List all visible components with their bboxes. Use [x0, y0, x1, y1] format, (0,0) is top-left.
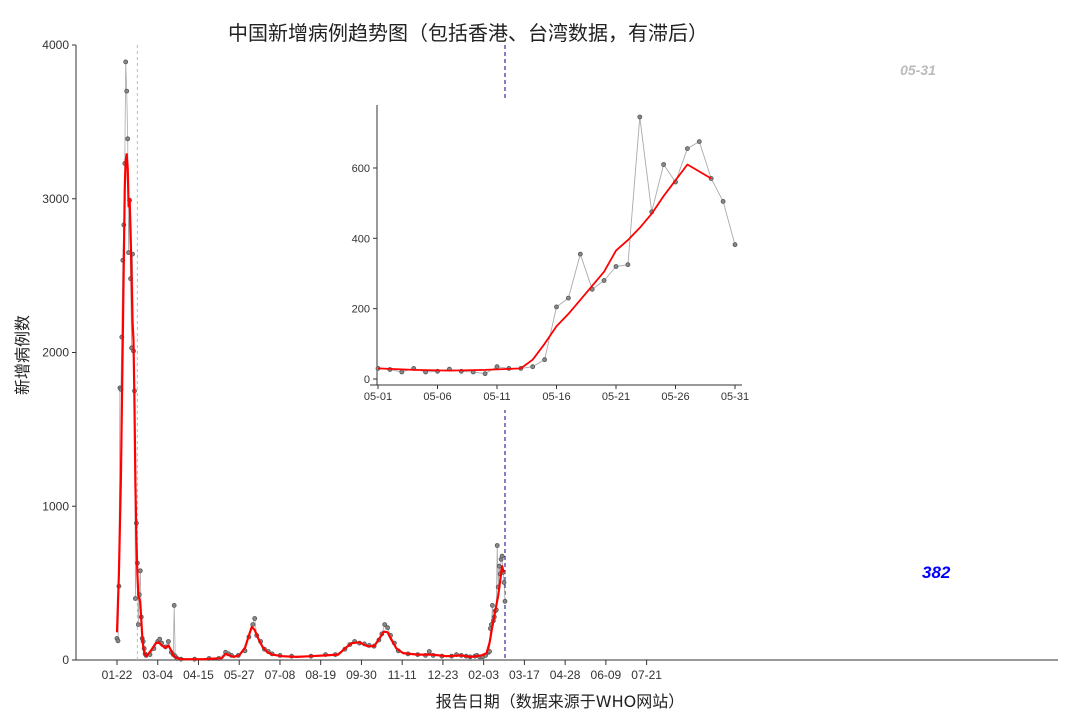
y-axis-label: 新增病例数	[13, 315, 32, 395]
data-point	[489, 603, 495, 608]
data-point	[252, 616, 258, 621]
x-tick-label: 09-30	[346, 668, 377, 682]
data-point	[123, 59, 129, 65]
inset-data-point	[637, 114, 643, 120]
data-point	[426, 649, 432, 654]
inset-data-point	[566, 295, 571, 301]
x-tick-label: 06-09	[591, 668, 622, 682]
inset-data-point	[554, 304, 559, 310]
x-tick-label: 02-03	[468, 668, 499, 682]
inset-data-point	[732, 242, 738, 248]
x-axis-label: 报告日期（数据来源于WHO网站）	[436, 692, 684, 711]
data-point	[502, 598, 508, 604]
x-tick-label: 07-21	[631, 668, 662, 682]
inset-x-tick-label: 05-21	[602, 391, 630, 403]
inset-x-tick-label: 05-26	[661, 391, 689, 403]
data-point	[171, 603, 177, 608]
inset-data-point	[625, 262, 631, 268]
data-point	[501, 580, 507, 585]
data-point	[125, 136, 131, 142]
inset-y-tick-label: 400	[352, 233, 370, 245]
y-tick-label: 2000	[42, 346, 69, 360]
inset-smooth-series	[377, 163, 712, 372]
x-tick-label: 12-23	[428, 668, 459, 682]
x-tick-label: 04-15	[183, 668, 214, 682]
inset-data-point	[685, 146, 690, 152]
data-point	[499, 553, 505, 559]
x-tick-label: 01-22	[102, 668, 133, 682]
y-tick-label: 1000	[42, 499, 69, 513]
data-point	[135, 622, 141, 627]
data-point	[124, 88, 130, 94]
last-value-label: 382	[922, 563, 951, 582]
inset-y-tick-label: 0	[364, 374, 370, 386]
x-tick-label: 03-17	[509, 668, 540, 682]
marker-date-label: 05-31	[900, 62, 936, 78]
inset-data-point	[613, 264, 619, 269]
inset-smooth-line	[377, 163, 712, 372]
inset-data-point	[399, 369, 405, 375]
inset-background	[360, 100, 760, 410]
data-point	[115, 638, 121, 644]
inset-data-point	[577, 251, 583, 257]
data-point	[385, 625, 391, 631]
x-tick-label: 04-28	[550, 668, 581, 682]
inset-data-point	[482, 371, 488, 377]
x-tick-label: 07-08	[265, 668, 296, 682]
inset-x-tick-label: 05-01	[364, 391, 392, 403]
inset-chart: 0 200 400 600 05-01 05-06 05-11 05-16 05-21 05-26…	[352, 100, 760, 410]
inset-data-point	[661, 162, 666, 167]
inset-data-point	[720, 198, 726, 204]
smooth-line	[115, 153, 506, 661]
data-point	[165, 639, 171, 644]
y-tick-label: 0	[62, 653, 69, 667]
inset-x-tick-label: 05-16	[542, 391, 570, 403]
data-point	[157, 636, 163, 642]
inset-x-tick-label: 05-31	[721, 391, 749, 403]
inset-data-point	[601, 278, 607, 283]
inset-data-point	[696, 139, 702, 145]
inset-data-point	[530, 364, 536, 370]
y-tick-label: 4000	[42, 38, 69, 52]
data-point	[382, 622, 388, 627]
y-tick-label: 3000	[42, 192, 69, 206]
x-tick-label: 11-11	[388, 668, 417, 682]
data-point	[132, 596, 138, 601]
smooth-series	[115, 153, 506, 661]
x-tick-label: 03-04	[142, 668, 173, 682]
inset-data-point	[542, 357, 547, 363]
x-tick-label: 05-27	[224, 668, 255, 682]
inset-y-tick-label: 200	[352, 304, 370, 316]
inset-data-point	[494, 364, 500, 370]
inset-y-tick-label: 600	[352, 163, 370, 175]
x-tick-label: 08-19	[305, 668, 336, 682]
inset-axes: 0 200 400 600 05-01 05-06 05-11 05-16 05-21 05-26…	[352, 105, 749, 403]
data-point	[137, 568, 143, 574]
chart-title: 中国新增病例趋势图（包括香港、台湾数据，有滞后）	[228, 21, 708, 45]
data-point	[494, 543, 500, 548]
inset-x-tick-label: 05-06	[423, 391, 451, 403]
data-point	[496, 563, 502, 569]
inset-x-tick-label: 05-11	[483, 391, 510, 403]
